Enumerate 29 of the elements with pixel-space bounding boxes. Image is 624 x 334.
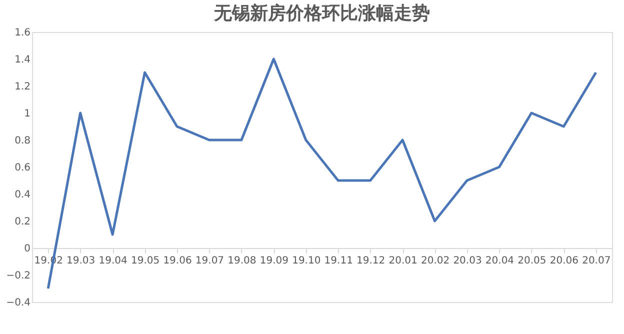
chart-title: 无锡新房价格环比涨幅走势	[213, 3, 430, 24]
y-tick-label: 1	[24, 108, 30, 120]
x-tick-label: 19.08	[228, 256, 256, 266]
y-tick-label: 0.4	[14, 190, 30, 200]
x-tick-label: 19.09	[260, 256, 288, 266]
y-tick-label: −0.2	[6, 270, 30, 282]
x-tick-label: 19.04	[98, 256, 128, 266]
y-tick-label: 0.2	[14, 216, 30, 228]
x-tick-label: 19.03	[66, 256, 96, 266]
x-tick-label: 19.12	[356, 256, 386, 266]
y-tick-label: 1.4	[14, 54, 30, 66]
x-tick-label: 20.04	[485, 256, 514, 266]
x-tick-label: 20.01	[388, 256, 418, 266]
x-tick-label: 20.02	[420, 256, 450, 266]
x-tick-label: 19.07	[195, 256, 224, 266]
x-tick-label: 20.03	[453, 256, 482, 266]
x-tick-label: 19.06	[163, 256, 192, 266]
y-tick-label: 0	[24, 244, 30, 254]
x-tick-label: 20.05	[518, 256, 546, 266]
x-tick-label: 19.10	[292, 256, 321, 266]
y-tick-label: −0.4	[6, 298, 30, 308]
y-tick-label: 0.8	[14, 136, 30, 146]
y-tick-label: 1.2	[14, 82, 30, 92]
x-tick-label: 19.05	[130, 256, 160, 266]
x-tick-label: 19.11	[324, 256, 353, 266]
x-tick-label: 20.07	[582, 256, 611, 266]
x-tick-label: 20.06	[550, 256, 578, 266]
y-tick-label: 1.6	[14, 28, 30, 38]
y-tick-label: 0.6	[14, 162, 30, 174]
